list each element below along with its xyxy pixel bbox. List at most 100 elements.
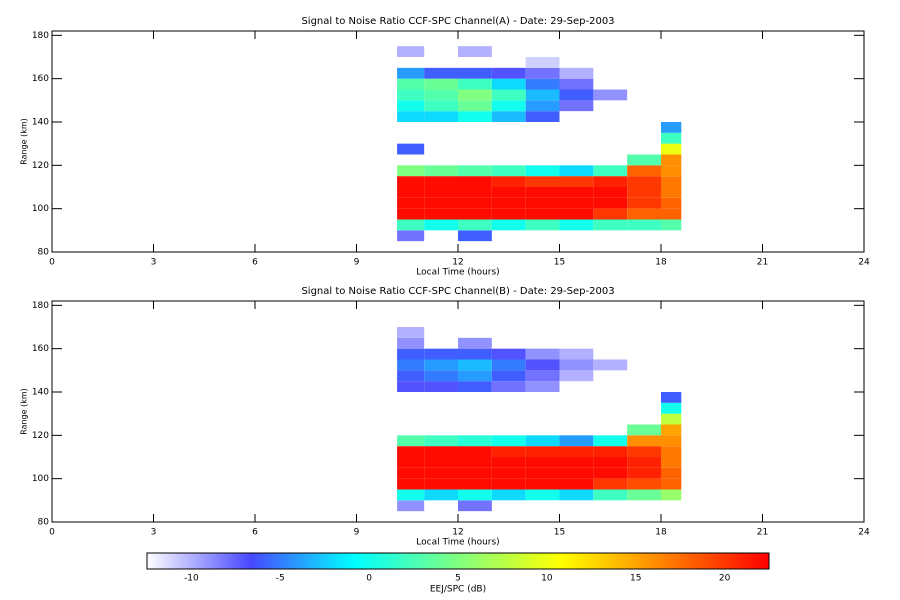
heat-cell (559, 100, 594, 112)
heat-cell (491, 359, 526, 371)
heat-cell (559, 208, 594, 220)
heat-cell (525, 176, 560, 187)
heat-cell (397, 500, 425, 512)
colorbar-tick-label: -10 (184, 574, 199, 584)
heat-cell (661, 392, 682, 403)
y-tick-label: 80 (38, 248, 50, 258)
heat-cell (458, 219, 492, 231)
heat-cell (525, 219, 560, 231)
heat-cell (593, 89, 628, 101)
heat-cell (627, 197, 661, 209)
heat-cell (424, 187, 458, 198)
heat-cell (491, 100, 526, 112)
heat-cell (491, 197, 526, 209)
heat-cell (525, 187, 560, 198)
heat-cell (491, 111, 526, 122)
heat-cell (424, 478, 458, 490)
heat-cell (458, 370, 492, 382)
heat-cell (559, 78, 594, 90)
heat-cell (397, 143, 425, 155)
heat-cell (397, 176, 425, 187)
heat-cell (593, 478, 628, 490)
heat-cell (525, 165, 560, 177)
heat-cell (458, 78, 492, 90)
heat-cell (661, 457, 682, 468)
heat-cell (397, 230, 425, 242)
heat-cell (397, 187, 425, 198)
heat-cell (661, 143, 682, 155)
heat-cell (627, 467, 661, 479)
heat-cell (525, 359, 560, 371)
x-tick-label: 18 (655, 528, 667, 538)
heat-cell (661, 154, 682, 166)
heat-cell (397, 348, 425, 360)
heat-cell (559, 67, 594, 79)
heat-cell (593, 197, 628, 209)
x-tick-label: 12 (452, 258, 463, 268)
heat-cell (397, 89, 425, 101)
heat-cell (627, 176, 661, 187)
heat-cell (559, 348, 594, 360)
heat-cell (458, 89, 492, 101)
y-axis-label: Range (km) (20, 388, 29, 435)
heat-cell (661, 467, 682, 479)
heat-cell (458, 100, 492, 112)
heat-cell (424, 176, 458, 187)
heat-cell (559, 478, 594, 490)
x-axis-label: Local Time (hours) (416, 268, 499, 278)
heat-cell (559, 370, 594, 382)
heat-cell (458, 165, 492, 177)
heat-cell (491, 446, 526, 457)
heat-cell (424, 165, 458, 177)
heat-cell (458, 435, 492, 447)
heat-cell (661, 187, 682, 198)
heat-cell (491, 370, 526, 382)
heat-cell (525, 370, 560, 382)
heat-cell (661, 478, 682, 490)
heat-cell (424, 100, 458, 112)
heat-cell (397, 467, 425, 479)
heat-cell (559, 435, 594, 447)
heat-cell (559, 457, 594, 468)
heat-cell (491, 435, 526, 447)
heat-cell (458, 176, 492, 187)
heat-cell (593, 467, 628, 479)
heat-cell (559, 89, 594, 101)
heat-cell (458, 381, 492, 392)
heat-cell (424, 67, 458, 79)
heat-cell (424, 348, 458, 360)
heat-cell (661, 446, 682, 457)
x-tick-label: 21 (757, 528, 768, 538)
heat-cell (397, 197, 425, 209)
heat-cell (627, 187, 661, 198)
heat-cell (627, 165, 661, 177)
heat-cell (458, 348, 492, 360)
heat-cell (661, 122, 682, 133)
y-tick-label: 80 (38, 518, 50, 528)
heat-cell (661, 435, 682, 447)
heat-cell (661, 402, 682, 414)
heat-cell (525, 57, 560, 68)
heat-cell (424, 467, 458, 479)
colorbar-tick-label: 5 (455, 574, 461, 584)
heat-cell (397, 67, 425, 79)
heat-cell (525, 89, 560, 101)
y-tick-label: 180 (32, 31, 49, 41)
heat-cell (661, 219, 682, 231)
heat-cell (458, 67, 492, 79)
heat-cell (593, 446, 628, 457)
heat-cell (525, 78, 560, 90)
heat-cell (397, 165, 425, 177)
heat-cell (661, 424, 682, 436)
heat-cell (559, 446, 594, 457)
heat-cell (491, 208, 526, 220)
heat-cell (491, 78, 526, 90)
heat-cell (559, 219, 594, 231)
heat-cell (458, 337, 492, 349)
heat-cell (661, 197, 682, 209)
heat-cell (491, 467, 526, 479)
x-tick-label: 9 (354, 258, 360, 268)
heat-cell (397, 446, 425, 457)
heat-cell (397, 381, 425, 392)
heat-cell (397, 327, 425, 338)
